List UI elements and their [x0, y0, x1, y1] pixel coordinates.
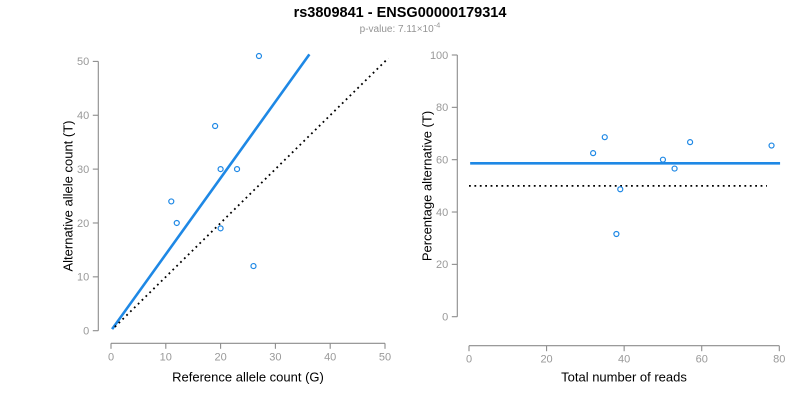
- y-tick-label: 0: [83, 326, 89, 338]
- y-tick-label: 100: [430, 50, 448, 62]
- identity-line: [114, 57, 389, 328]
- data-point: [613, 230, 620, 238]
- x-tick-label: 60: [696, 354, 708, 366]
- data-point: [217, 166, 224, 173]
- pvalue-exponent: -4: [433, 20, 441, 30]
- data-point: [212, 122, 219, 130]
- y-tick-label: 60: [436, 154, 448, 166]
- x-tick-label: 30: [269, 351, 281, 363]
- y-tick-label: 20: [436, 259, 448, 271]
- x-tick-label: 20: [214, 351, 226, 363]
- data-point: [768, 142, 775, 149]
- x-tick-label: 80: [773, 354, 785, 366]
- y-tick-label: 40: [77, 110, 89, 122]
- fit-line: [111, 53, 311, 330]
- pvalue-text: p-value: 7.11×10: [359, 24, 434, 35]
- data-point: [168, 198, 175, 205]
- data-point: [217, 225, 224, 232]
- right-y-axis-title: Percentage alternative (T): [419, 110, 435, 262]
- y-tick-label: 40: [436, 207, 448, 219]
- right-plot-panel: 0 20 40 60 80 100 0 20 40 60 80: [430, 50, 785, 366]
- y-tick-label: 80: [436, 102, 448, 114]
- data-point: [659, 156, 667, 163]
- x-tick-label: 10: [160, 351, 172, 363]
- data-point: [255, 52, 263, 60]
- data-point: [617, 186, 624, 193]
- y-tick-label: 30: [77, 164, 89, 176]
- data-point: [601, 134, 608, 141]
- left-y-axis-title: Alternative allele count (T): [60, 120, 76, 272]
- data-point: [671, 165, 678, 172]
- right-x-axis-title: Total number of reads: [561, 369, 687, 385]
- y-tick-label: 20: [77, 218, 89, 230]
- x-tick-label: 0: [466, 354, 472, 366]
- left-plot-panel: 0 10 20 30 40 50 0 10 20 30 40 50: [77, 52, 391, 363]
- x-tick-label: 20: [540, 354, 552, 366]
- y-tick-label: 10: [77, 272, 89, 284]
- x-tick-label: 40: [324, 351, 336, 363]
- y-tick-label: 50: [77, 56, 89, 68]
- data-point: [250, 262, 257, 270]
- left-x-axis-title: Reference allele count (G): [172, 369, 324, 385]
- x-tick-label: 50: [379, 351, 391, 363]
- data-point: [686, 139, 694, 146]
- data-point: [173, 219, 180, 227]
- x-tick-label: 40: [618, 354, 630, 366]
- page-title: rs3809841 - ENSG00000179314: [293, 5, 507, 21]
- data-point: [233, 166, 241, 173]
- x-tick-label: 0: [108, 351, 114, 363]
- data-point: [590, 150, 597, 157]
- pvalue-subtitle: p-value: 7.11×10-4: [0, 20, 800, 35]
- y-tick-label: 0: [442, 312, 448, 324]
